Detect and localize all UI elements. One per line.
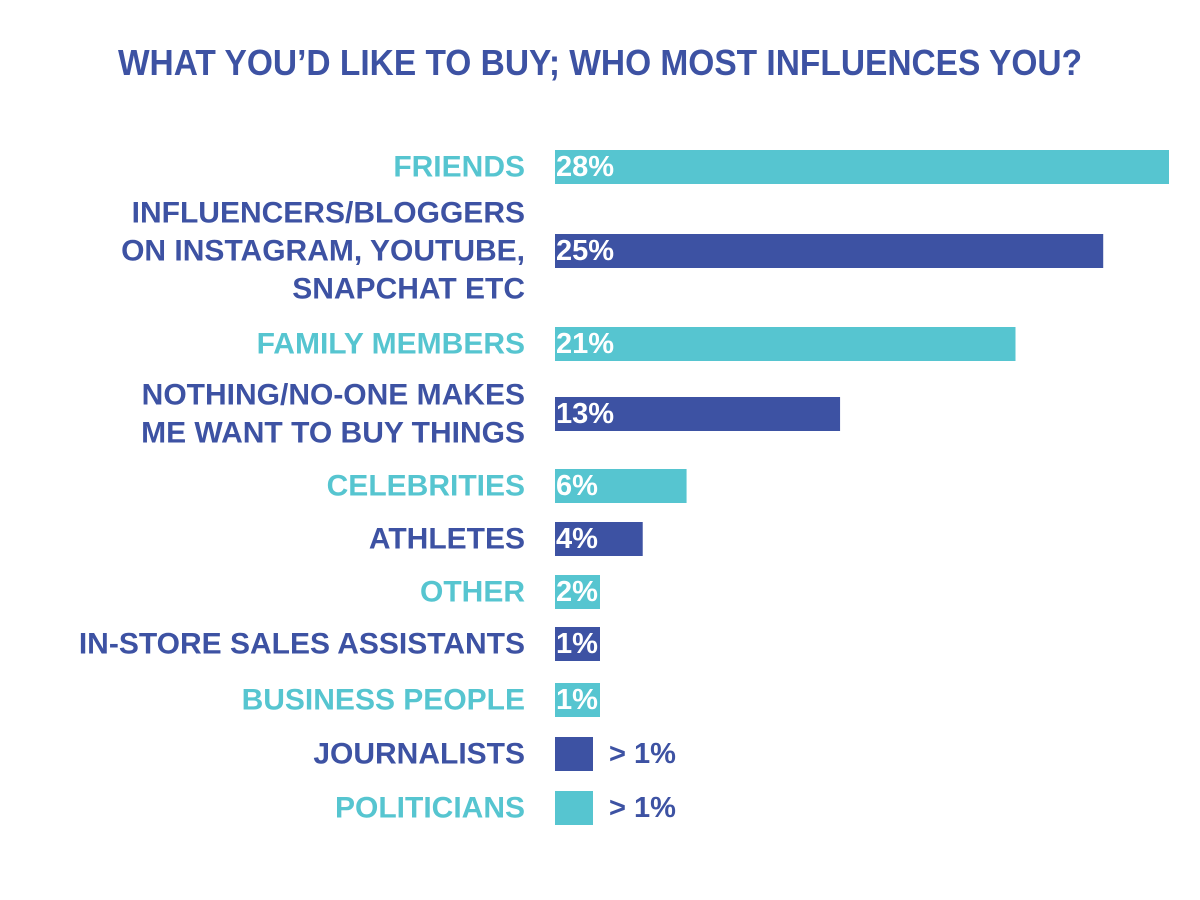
category-label-6-line-0: OTHER [420, 576, 525, 609]
category-label-3-line-1: ME WANT TO BUY THINGS [141, 417, 525, 450]
bar-0 [555, 150, 1169, 184]
value-label-5: 4% [556, 523, 598, 555]
bar-7 [555, 627, 600, 661]
bar-2 [555, 327, 1016, 361]
category-label-1-line-0: INFLUENCERS/BLOGGERS [132, 197, 525, 230]
category-label-2-line-0: FAMILY MEMBERS [257, 328, 525, 361]
value-label-1: 25% [556, 235, 614, 267]
category-label-1-line-2: SNAPCHAT ETC [292, 273, 525, 306]
value-label-3: 13% [556, 398, 614, 430]
category-label-0-line-0: FRIENDS [393, 151, 525, 184]
bar-3 [555, 397, 841, 431]
category-label-9-line-0: JOURNALISTS [313, 738, 525, 771]
category-label-10-line-0: POLITICIANS [335, 792, 525, 825]
category-label-8-line-0: BUSINESS PEOPLE [242, 684, 525, 717]
category-label-4-line-0: CELEBRITIES [327, 470, 525, 503]
chart-title: WHAT YOU’D LIKE TO BUY; WHO MOST INFLUEN… [117, 42, 1083, 83]
value-label-10: > 1% [609, 792, 676, 824]
category-label-1-line-1: ON INSTAGRAM, YOUTUBE, [121, 235, 525, 268]
bar-4 [555, 469, 687, 503]
bar-8 [555, 683, 600, 717]
value-label-8: 1% [556, 684, 598, 716]
category-label-5-line-0: ATHLETES [369, 523, 525, 556]
bar-10 [555, 791, 593, 825]
value-label-0: 28% [556, 151, 614, 183]
value-label-2: 21% [556, 328, 614, 360]
bar-1 [555, 234, 1104, 268]
bar-5 [555, 522, 643, 556]
bar-9 [555, 737, 593, 771]
category-label-3-line-0: NOTHING/NO-ONE MAKES [142, 379, 525, 412]
value-label-4: 6% [556, 470, 598, 502]
value-label-7: 1% [556, 628, 598, 660]
bar-6 [555, 575, 600, 609]
category-label-7-line-0: IN-STORE SALES ASSISTANTS [79, 628, 525, 661]
value-label-6: 2% [556, 576, 598, 608]
value-label-9: > 1% [609, 738, 676, 770]
